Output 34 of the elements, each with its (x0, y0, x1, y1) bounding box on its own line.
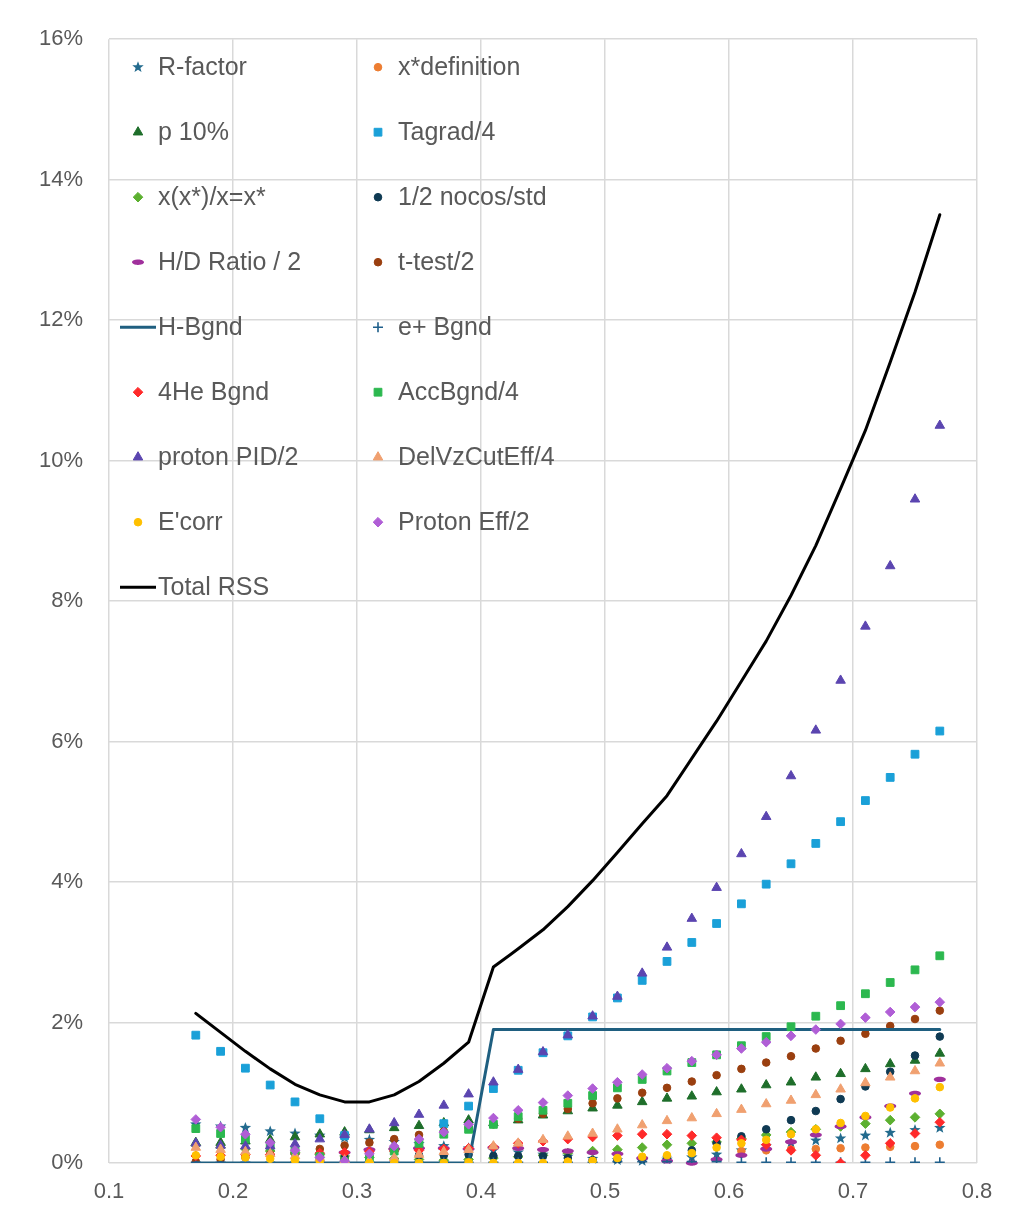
x-tick-label: 0.7 (837, 1178, 869, 1204)
legend-label: x*definition (398, 52, 521, 81)
y-tick-label: 8% (51, 587, 83, 613)
y-tick-label: 0% (51, 1149, 83, 1175)
y-tick-label: 14% (38, 165, 83, 191)
legend-label: Total RSS (158, 572, 270, 601)
y-tick-label: 10% (38, 446, 83, 472)
legend-label: E'corr (158, 507, 223, 536)
y-tick-label: 16% (38, 25, 83, 51)
x-tick-label: 0.8 (961, 1178, 993, 1204)
legend-label: 1/2 nocos/std (398, 182, 547, 211)
legend-label: 4He Bgnd (158, 377, 270, 406)
x-tick-label: 0.5 (589, 1178, 621, 1204)
legend-label: proton PID/2 (158, 442, 299, 471)
legend-label: x(x*)/x=x* (158, 182, 266, 211)
x-tick-label: 0.1 (93, 1178, 125, 1204)
y-tick-label: 4% (51, 868, 83, 894)
legend-label: H/D Ratio / 2 (158, 247, 302, 276)
legend-label: p 10% (158, 117, 229, 146)
x-tick-label: 0.2 (217, 1178, 249, 1204)
y-tick-label: 12% (38, 306, 83, 332)
legend-label: t-test/2 (398, 247, 475, 276)
x-tick-label: 0.4 (465, 1178, 497, 1204)
x-tick-label: 0.3 (341, 1178, 373, 1204)
legend-label: Tagrad/4 (398, 117, 496, 146)
y-tick-label: 6% (51, 727, 83, 753)
legend-label: R-factor (158, 52, 247, 81)
y-tick-label: 2% (51, 1008, 83, 1034)
legend-label: Proton Eff/2 (398, 507, 530, 536)
legend-label: e+ Bgnd (398, 312, 492, 341)
legend-label: H-Bgnd (158, 312, 243, 341)
x-tick-label: 0.6 (713, 1178, 745, 1204)
legend-label: DelVzCutEff/4 (398, 442, 555, 471)
legend-label: AccBgnd/4 (398, 377, 520, 406)
